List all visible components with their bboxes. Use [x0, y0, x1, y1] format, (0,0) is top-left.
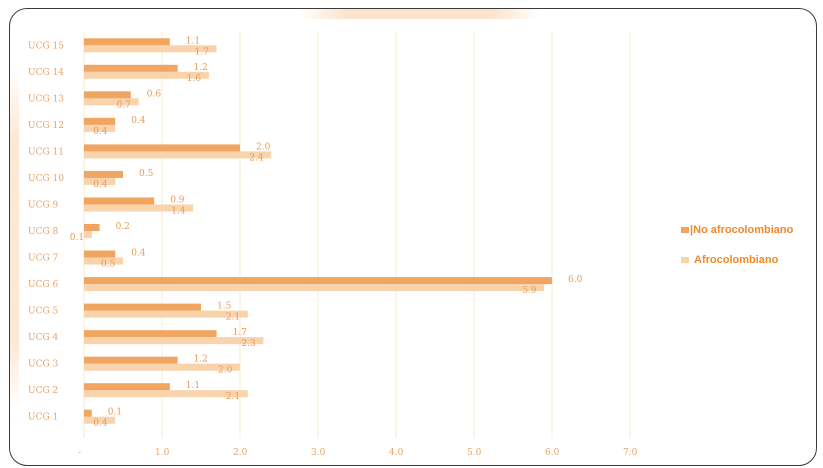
data-label-no-afrocolombiano-ucg-12: 0.4: [131, 116, 146, 126]
data-label-afrocolombiano-ucg-7: 0.5: [101, 260, 116, 270]
y-tick-ucg-10: UCG 10: [28, 174, 64, 184]
data-label-afrocolombiano-ucg-15: 1.7: [195, 47, 210, 57]
y-tick-ucg-2: UCG 2: [28, 386, 58, 396]
bar-afrocolombiano-ucg-10: [84, 177, 116, 185]
bars: [84, 38, 552, 424]
data-label-afrocolombiano-ucg-8: 0.1: [70, 233, 84, 243]
bar-no-afrocolombiano-ucg-9: [84, 197, 155, 205]
data-label-no-afrocolombiano-ucg-9: 0.9: [170, 195, 185, 205]
data-label-no-afrocolombiano-ucg-7: 0.4: [131, 249, 146, 259]
data-label-afrocolombiano-ucg-10: 0.4: [93, 180, 108, 190]
y-tick-ucg-8: UCG 8: [28, 227, 59, 237]
data-label-afrocolombiano-ucg-1: 0.4: [93, 419, 108, 429]
x-tick-5: 5.0: [467, 448, 482, 458]
bar-afrocolombiano-ucg-12: [84, 124, 116, 132]
y-tick-ucg-11: UCG 11: [28, 147, 64, 157]
bar-no-afrocolombiano-ucg-1: [84, 409, 92, 417]
bar-afrocolombiano-ucg-5: [84, 310, 248, 318]
bar-no-afrocolombiano-ucg-11: [84, 144, 240, 152]
bar-no-afrocolombiano-ucg-10: [84, 170, 123, 178]
x-tick-4: 4.0: [389, 448, 404, 458]
data-label-no-afrocolombiano-ucg-2: 1.1: [186, 381, 200, 391]
bar-afrocolombiano-ucg-3: [84, 363, 240, 371]
data-labels: 1.11.71.21.60.60.70.40.42.02.40.50.40.91…: [70, 36, 583, 428]
decorative-left-shape: [10, 69, 19, 409]
data-label-no-afrocolombiano-ucg-14: 1.2: [194, 63, 208, 73]
data-label-afrocolombiano-ucg-3: 2.0: [218, 366, 233, 376]
data-label-no-afrocolombiano-ucg-11: 2.0: [256, 142, 271, 152]
decorative-top-shape: [300, 9, 540, 19]
x-tick-6: 6.0: [545, 448, 560, 458]
legend-swatch-afrocolombiano: [681, 257, 689, 263]
bar-afrocolombiano-ucg-14: [84, 71, 209, 79]
data-label-no-afrocolombiano-ucg-13: 0.6: [147, 89, 162, 99]
x-axis-ticks: - 1.0 2.0 3.0 4.0 5.0 6.0 7.0: [78, 448, 638, 458]
bar-afrocolombiano-ucg-6: [84, 284, 545, 292]
bar-afrocolombiano-ucg-4: [84, 337, 264, 345]
data-label-no-afrocolombiano-ucg-4: 1.7: [233, 328, 248, 338]
bar-afrocolombiano-ucg-2: [84, 390, 248, 398]
data-label-no-afrocolombiano-ucg-8: 0.2: [116, 222, 130, 232]
bar-no-afrocolombiano-ucg-2: [84, 383, 170, 391]
bar-afrocolombiano-ucg-11: [84, 151, 272, 159]
data-label-no-afrocolombiano-ucg-3: 1.2: [194, 355, 208, 365]
y-tick-ucg-1: UCG 1: [28, 413, 58, 423]
y-tick-ucg-9: UCG 9: [28, 200, 59, 210]
bar-no-afrocolombiano-ucg-6: [84, 277, 552, 285]
y-tick-ucg-7: UCG 7: [28, 254, 59, 264]
bar-afrocolombiano-ucg-1: [84, 416, 116, 424]
data-label-afrocolombiano-ucg-13: 0.7: [117, 100, 132, 110]
y-tick-ucg-13: UCG 13: [28, 94, 64, 104]
x-tick-2: 2.0: [233, 448, 248, 458]
bar-no-afrocolombiano-ucg-5: [84, 303, 201, 311]
y-tick-ucg-4: UCG 4: [28, 333, 59, 343]
bar-no-afrocolombiano-ucg-3: [84, 356, 178, 364]
bar-afrocolombiano-ucg-15: [84, 45, 217, 53]
data-label-no-afrocolombiano-ucg-15: 1.1: [186, 36, 200, 46]
y-tick-ucg-12: UCG 12: [28, 121, 64, 131]
data-label-afrocolombiano-ucg-2: 2.1: [226, 392, 240, 402]
data-label-afrocolombiano-ucg-12: 0.4: [93, 127, 108, 137]
data-label-afrocolombiano-ucg-14: 1.6: [187, 74, 202, 84]
x-tick-3: 3.0: [311, 448, 326, 458]
data-label-afrocolombiano-ucg-4: 2.3: [241, 339, 256, 349]
y-tick-ucg-6: UCG 6: [28, 280, 59, 290]
x-tick-7: 7.0: [623, 448, 638, 458]
data-label-afrocolombiano-ucg-6: 5.9: [522, 286, 537, 296]
data-label-afrocolombiano-ucg-9: 1.4: [171, 206, 186, 216]
x-tick-1: 1.0: [155, 448, 170, 458]
data-label-afrocolombiano-ucg-11: 2.4: [249, 153, 264, 163]
legend: |No afrocolombiano Afrocolombiano: [681, 224, 794, 266]
bar-afrocolombiano-ucg-8: [84, 231, 92, 238]
y-axis-ticks: UCG 15 UCG 14 UCG 13 UCG 12 UCG 11 UCG 10 UCG …: [28, 41, 64, 422]
x-tick-0: -: [78, 448, 81, 458]
bar-no-afrocolombiano-ucg-7: [84, 250, 116, 258]
bar-no-afrocolombiano-ucg-15: [84, 38, 170, 46]
y-tick-ucg-5: UCG 5: [28, 307, 59, 317]
data-label-afrocolombiano-ucg-5: 2.1: [226, 313, 240, 323]
bar-afrocolombiano-ucg-9: [84, 204, 194, 212]
bar-afrocolombiano-ucg-7: [84, 257, 123, 265]
data-label-no-afrocolombiano-ucg-6: 6.0: [568, 275, 583, 285]
legend-label-no-afrocolombiano: |No afrocolombiano: [690, 224, 794, 236]
data-label-no-afrocolombiano-ucg-1: 0.1: [108, 408, 122, 418]
data-label-no-afrocolombiano-ucg-5: 1.5: [217, 302, 232, 312]
legend-label-afrocolombiano: Afrocolombiano: [694, 254, 779, 266]
bar-no-afrocolombiano-ucg-12: [84, 117, 116, 125]
bar-no-afrocolombiano-ucg-14: [84, 64, 178, 72]
legend-swatch-no-afrocolombiano: [681, 227, 689, 233]
gridlines: [83, 32, 631, 438]
y-tick-ucg-15: UCG 15: [28, 41, 64, 51]
y-tick-ucg-14: UCG 14: [28, 68, 64, 78]
bar-no-afrocolombiano-ucg-8: [84, 224, 100, 231]
bar-no-afrocolombiano-ucg-13: [84, 91, 131, 99]
y-tick-ucg-3: UCG 3: [28, 360, 59, 370]
bar-afrocolombiano-ucg-13: [84, 98, 139, 106]
bar-no-afrocolombiano-ucg-4: [84, 330, 217, 338]
data-label-no-afrocolombiano-ucg-10: 0.5: [139, 169, 154, 179]
